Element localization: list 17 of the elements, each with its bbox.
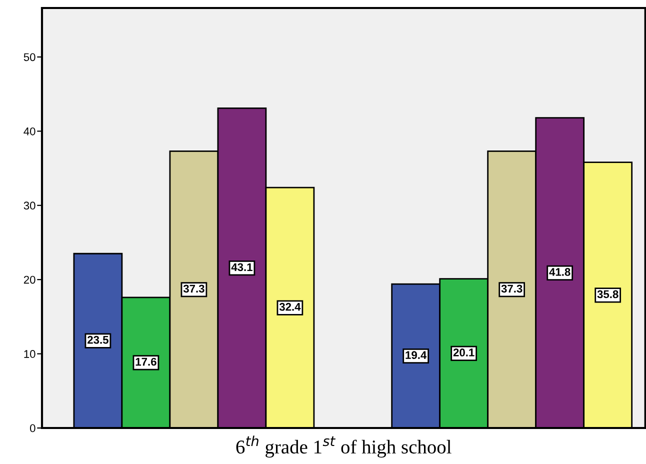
y-tick-label: 40 [24,127,36,136]
data-label: 37.3 [501,284,522,293]
y-tick-label: 10 [24,350,36,358]
data-label: 19.4 [406,351,427,360]
y-tick-label: 30 [24,202,36,210]
x-axis-title: 6$^{th}$ grade 1$^{st}$ of high school [236,436,452,458]
data-label: 20.1 [453,348,474,356]
data-label: 17.6 [136,358,156,366]
data-label: 35.8 [597,290,618,298]
y-tick-label: 20 [24,276,36,284]
data-label: 43.1 [231,263,252,272]
data-label: 37.3 [183,284,204,293]
y-tick-label: 50 [24,53,36,62]
data-label: 23.5 [88,336,108,344]
data-label: 41.8 [549,268,570,276]
y-tick-label: 0 [30,424,36,432]
data-label: 32.4 [279,302,301,311]
